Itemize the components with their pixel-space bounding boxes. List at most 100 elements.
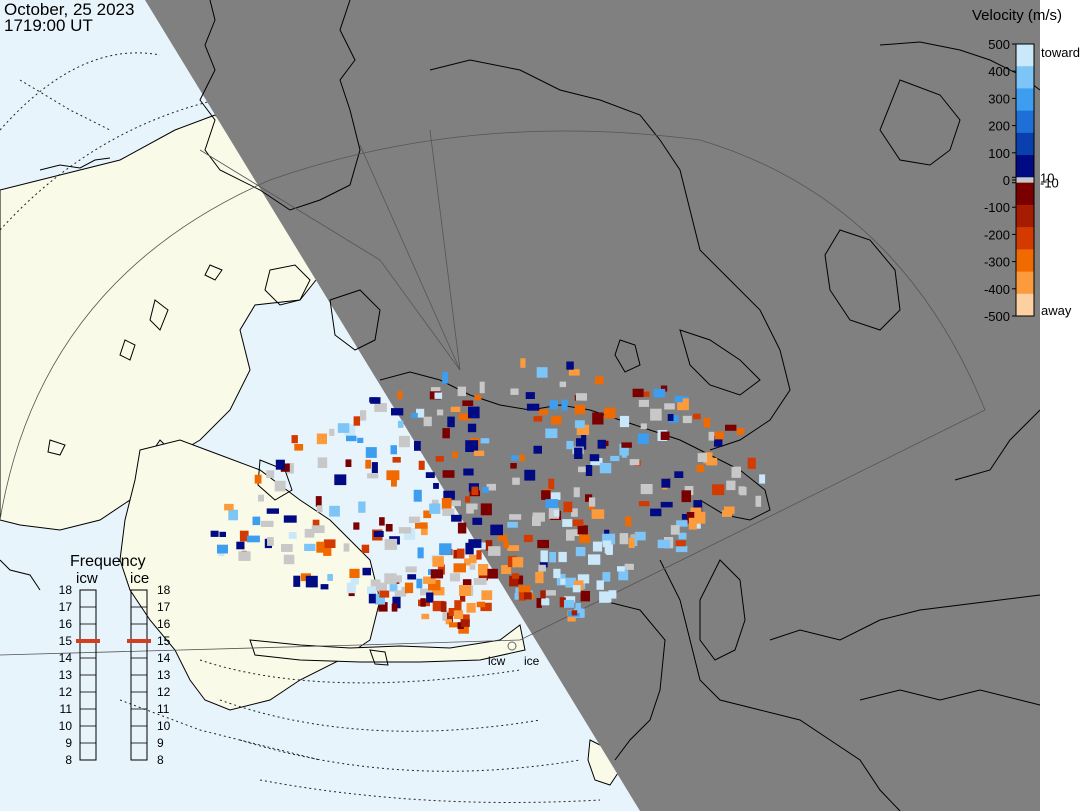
velocity-cell — [379, 590, 390, 598]
velocity-cell — [404, 582, 414, 594]
velocity-cell — [224, 503, 234, 511]
velocity-cell — [482, 486, 489, 493]
velocity-cell — [428, 579, 441, 591]
velocity-cell — [602, 572, 611, 582]
velocity-cell — [239, 530, 249, 542]
velocity-cell — [316, 433, 327, 445]
velocity-cell — [404, 528, 416, 540]
velocity-cell — [329, 505, 340, 517]
frequency-level-label: 17 — [59, 600, 73, 614]
velocity-cell — [430, 569, 444, 579]
velocity-cell — [480, 438, 490, 444]
frequency-level-label: 10 — [157, 719, 171, 733]
velocity-cell — [323, 539, 336, 548]
colorbar-toward-segment — [1016, 110, 1034, 134]
title-date: October, 25 2023 — [4, 0, 135, 19]
colorbar-tick-label: -100 — [984, 200, 1010, 215]
velocity-cell — [392, 596, 401, 609]
velocity-cell — [585, 494, 593, 502]
frequency-level-label: 15 — [157, 634, 171, 648]
colorbar-away-segment — [1016, 182, 1034, 206]
velocity-cell — [681, 490, 691, 503]
day-landmasses — [0, 114, 621, 786]
velocity-cell — [575, 602, 581, 613]
velocity-cell — [537, 539, 549, 549]
velocity-cell — [578, 466, 591, 473]
velocity-cell — [657, 539, 671, 549]
velocity-cell — [643, 391, 650, 397]
velocity-cell — [423, 416, 432, 427]
frequency-level-label: 14 — [157, 651, 171, 665]
velocity-cell — [650, 508, 662, 517]
colorbar-tick-label: 10 — [1040, 170, 1054, 185]
velocity-cell — [397, 391, 403, 400]
velocity-cell — [518, 585, 531, 594]
velocity-cell — [535, 572, 544, 584]
frequency-radar-icw: icw — [76, 570, 98, 587]
velocity-cell — [474, 394, 482, 401]
colorbar-away-segment — [1016, 293, 1034, 317]
velocity-cell — [524, 469, 536, 481]
velocity-cell — [456, 548, 465, 558]
frequency-selected-marker-icw — [76, 639, 100, 643]
colorbar-tick-label: -10 — [1040, 176, 1059, 191]
velocity-cell — [632, 388, 644, 398]
velocity-cell — [610, 455, 620, 462]
velocity-cell — [416, 408, 425, 418]
velocity-cell — [548, 478, 555, 490]
velocity-cell — [425, 472, 435, 478]
velocity-cell — [518, 592, 527, 601]
velocity-cell — [473, 450, 485, 456]
velocity-cell — [526, 403, 540, 411]
velocity-cell — [317, 457, 328, 468]
velocity-cell — [678, 532, 687, 540]
velocity-cell — [379, 517, 385, 526]
frequency-level-label: 8 — [65, 753, 72, 767]
velocity-cell — [619, 415, 630, 428]
velocity-cell — [576, 424, 590, 435]
velocity-cell — [591, 509, 605, 519]
velocity-cell — [577, 525, 588, 535]
velocity-cell — [379, 582, 387, 595]
frequency-level-label: 11 — [157, 702, 170, 716]
frequency-level-label: 11 — [60, 702, 73, 716]
velocity-cell — [660, 431, 670, 440]
velocity-cell — [473, 578, 487, 585]
frequency-level-label: 12 — [157, 685, 171, 699]
velocity-cell — [661, 478, 671, 488]
velocity-cell — [476, 550, 482, 560]
velocity-cell — [619, 443, 629, 456]
velocity-cell — [503, 540, 509, 548]
velocity-cell — [304, 543, 316, 551]
velocity-cell — [660, 385, 668, 392]
velocity-cell — [677, 398, 689, 411]
velocity-cell — [629, 459, 640, 466]
velocity-cell — [572, 519, 584, 526]
velocity-cell — [619, 533, 629, 545]
velocity-cell — [421, 526, 428, 536]
velocity-cell — [454, 600, 462, 612]
velocity-cell — [442, 508, 455, 516]
velocity-cell — [414, 441, 421, 451]
velocity-cell — [386, 470, 400, 481]
velocity-cell — [346, 582, 356, 594]
velocity-cell — [385, 524, 393, 532]
frequency-level-label: 16 — [59, 617, 73, 631]
velocity-cell — [267, 537, 274, 546]
velocity-cell — [714, 431, 724, 440]
colorbar-tick-label: 300 — [988, 91, 1010, 106]
velocity-cell — [478, 564, 489, 576]
radar-site-icw-label: icw — [488, 654, 506, 668]
velocity-cell — [247, 535, 260, 543]
velocity-cell — [433, 483, 439, 489]
velocity-cell — [640, 423, 647, 429]
velocity-cell — [462, 579, 472, 586]
velocity-cell — [693, 500, 703, 512]
velocity-cell — [566, 529, 575, 541]
velocity-cell — [599, 462, 612, 474]
velocity-cell — [638, 501, 650, 507]
velocity-cell — [708, 431, 715, 441]
velocity-cell — [674, 395, 683, 403]
velocity-cell — [453, 610, 464, 619]
